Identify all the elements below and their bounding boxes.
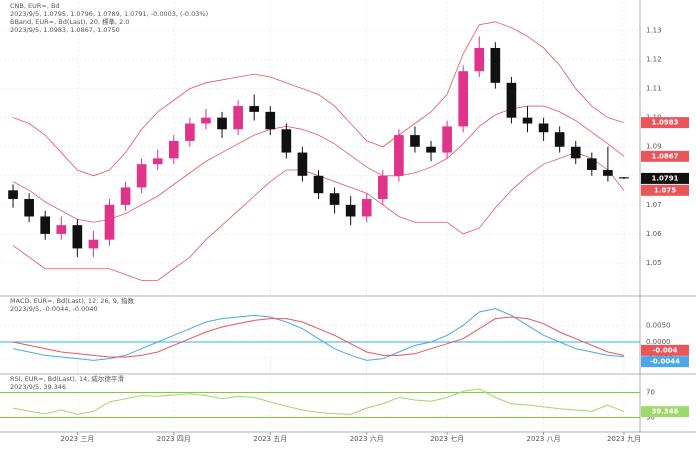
candle-body bbox=[201, 117, 211, 124]
candle-body bbox=[394, 135, 404, 176]
candle-body bbox=[72, 225, 83, 249]
y-tick-label: 0.0050 bbox=[646, 321, 671, 329]
candle-body bbox=[490, 47, 501, 83]
value-box bbox=[641, 406, 689, 418]
candle-body bbox=[168, 140, 179, 159]
y-tick-label: 1.09 bbox=[646, 143, 662, 151]
value-box-label: -0.004 bbox=[652, 346, 677, 354]
value-box-label: 1.0791 bbox=[651, 174, 678, 182]
y-tick-label: 1.06 bbox=[646, 230, 662, 238]
panel-header: 2023/9/5, 39.346 bbox=[10, 383, 66, 391]
y-tick-label: 70 bbox=[646, 389, 655, 397]
candle-body bbox=[24, 199, 34, 217]
candle-body bbox=[538, 123, 549, 133]
x-tick-label: 2023 五月 bbox=[253, 435, 287, 443]
y-tick-label: 1.13 bbox=[646, 27, 662, 35]
value-box-label: 39.346 bbox=[651, 408, 678, 416]
panel-header: MACD, EUR=, Bd(Last), 12, 26, 9, 指数 bbox=[10, 296, 134, 305]
value-box-label: 1.0983 bbox=[651, 119, 678, 127]
candle-body bbox=[410, 135, 420, 147]
indicator-line bbox=[12, 308, 625, 361]
candle-body bbox=[570, 146, 581, 159]
candle-body bbox=[281, 129, 292, 153]
candle-body bbox=[136, 164, 147, 188]
candle-body bbox=[377, 175, 388, 200]
y-tick-label: 1.11 bbox=[646, 85, 662, 93]
y-tick-label: 30 bbox=[646, 414, 655, 422]
panel-header: 2023/9/5, 1.0983, 1.0867, 1.0750 bbox=[10, 26, 120, 34]
panel-header: CNB, EUR=, Bd bbox=[10, 2, 60, 10]
y-tick-label: 1.07 bbox=[646, 201, 662, 209]
x-tick-label: 2023 八月 bbox=[527, 435, 561, 443]
candle-body bbox=[458, 71, 469, 127]
candle-body bbox=[120, 187, 131, 205]
candle-body bbox=[619, 177, 629, 179]
panel-header: RSI, EUR=, Bd(Last), 14, 威尔德平滑 bbox=[10, 374, 124, 383]
panel-header: 2023/9/5, 1.0795, 1.0796, 1.0789, 1.0791… bbox=[10, 10, 208, 18]
value-box-label: 1.0867 bbox=[651, 152, 678, 160]
candle-body bbox=[56, 225, 67, 234]
indicator-line bbox=[12, 316, 625, 358]
candle-body bbox=[506, 82, 517, 118]
candle-body bbox=[426, 146, 436, 153]
panel-header: BBand, EUR=, Bd(Last), 20, 標準, 2.0 bbox=[10, 17, 129, 26]
value-box bbox=[641, 172, 689, 184]
candle-body bbox=[185, 123, 195, 141]
value-box bbox=[641, 344, 689, 356]
candle-body bbox=[297, 152, 308, 176]
candle-body bbox=[152, 158, 163, 165]
candle-body bbox=[522, 117, 533, 124]
indicator-line bbox=[12, 388, 625, 415]
value-box bbox=[641, 117, 689, 129]
candle-body bbox=[361, 199, 372, 217]
x-tick-label: 2023 七月 bbox=[430, 434, 464, 443]
x-tick-label: 2023 三月 bbox=[60, 435, 94, 443]
candle-body bbox=[88, 239, 99, 249]
y-tick-label: 1.05 bbox=[646, 259, 662, 267]
candle-body bbox=[586, 158, 597, 170]
value-box bbox=[641, 150, 689, 162]
candle-body bbox=[345, 204, 356, 217]
candle-body bbox=[40, 216, 51, 234]
candle-body bbox=[249, 106, 260, 112]
candle-body bbox=[265, 111, 276, 130]
y-tick-label: 0.0000 bbox=[646, 338, 671, 346]
bollinger-band bbox=[12, 105, 625, 223]
value-box-label: -0.0044 bbox=[650, 358, 680, 366]
x-tick-label: 2023 九月 bbox=[607, 434, 641, 443]
candle-body bbox=[603, 169, 613, 176]
candle-body bbox=[217, 117, 227, 130]
candle-body bbox=[474, 47, 485, 72]
candle-body bbox=[329, 193, 340, 205]
x-tick-label: 2023 四月 bbox=[157, 435, 191, 443]
candle-body bbox=[313, 175, 324, 194]
candle-body bbox=[8, 190, 18, 200]
candle-body bbox=[554, 132, 565, 147]
panel-header: 2023/9/5, -0.0044, -0.0040 bbox=[10, 305, 98, 313]
candle-body bbox=[442, 126, 452, 153]
candle-body bbox=[233, 106, 243, 130]
value-box bbox=[641, 184, 689, 196]
candle-body bbox=[104, 204, 115, 240]
value-box bbox=[641, 356, 689, 368]
y-tick-label: 1.12 bbox=[646, 56, 662, 64]
bollinger-band bbox=[12, 21, 625, 177]
x-tick-label: 2023 六月 bbox=[350, 434, 384, 443]
value-box-label: 1.075 bbox=[654, 186, 676, 194]
